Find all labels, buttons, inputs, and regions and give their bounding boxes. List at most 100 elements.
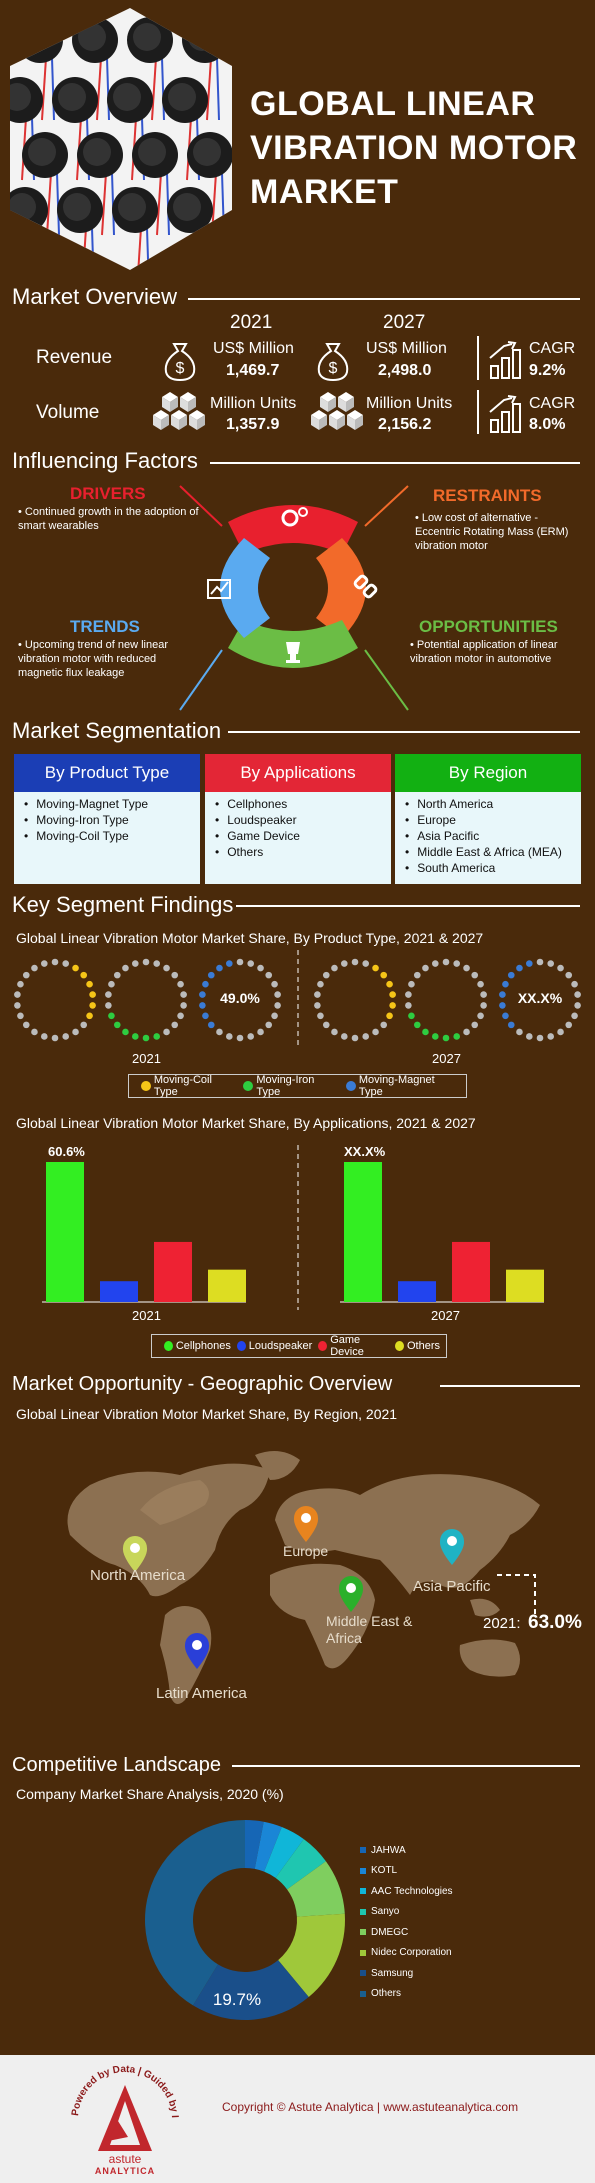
eurasia-shape <box>275 1474 540 1595</box>
ring-dot <box>565 1021 573 1029</box>
pie-slice-dmegc <box>287 1861 345 1917</box>
trends-segment <box>220 538 270 638</box>
volume-2021: 1,357.9 <box>226 416 280 433</box>
legend-item: DMEGC <box>360 1922 453 1943</box>
astute-logo: Powered by Data | Guided by Intelligence… <box>60 2061 180 2176</box>
segment-applications: By Applications CellphonesLoudspeakerGam… <box>205 754 391 884</box>
ring-dot <box>199 991 206 998</box>
map-pin-icon <box>293 1506 319 1542</box>
ring-dot <box>236 1034 244 1042</box>
legend-swatch <box>360 1867 366 1874</box>
segment-list-item: Game Device <box>215 828 381 844</box>
ring-dot <box>405 1002 412 1009</box>
ring-dot <box>574 1002 581 1009</box>
ring-dot <box>171 1021 179 1029</box>
ring-dot <box>525 960 533 967</box>
segment-list-item: Asia Pacific <box>405 828 571 844</box>
legend-swatch <box>360 1847 366 1854</box>
ring-dot <box>536 958 544 966</box>
divider <box>440 1385 580 1387</box>
bar-year-2027: 2027 <box>431 1308 460 1323</box>
ring-dot <box>207 1021 215 1029</box>
legend-item: Others <box>360 1984 453 2005</box>
region-label-north-america: North America <box>90 1567 186 1584</box>
ring-dot <box>571 980 578 988</box>
geo-subtitle: Global Linear Vibration Motor Market Sha… <box>16 1406 398 1422</box>
ring-dot <box>502 1012 509 1020</box>
ring-dot <box>317 1012 324 1020</box>
ring-dot <box>372 1028 379 1036</box>
pie-slice-nidec-corporation <box>278 1913 345 1998</box>
svg-text:$: $ <box>176 360 185 377</box>
ring-dot <box>314 1002 321 1009</box>
ring-dot <box>574 991 581 998</box>
pie-slice-others <box>144 1820 245 2006</box>
ring-dot <box>386 1012 393 1020</box>
ring-dot <box>507 1021 515 1029</box>
legend-swatch <box>360 1990 366 1997</box>
bar-chart-title: Global Linear Vibration Motor Market Sha… <box>16 1115 476 1131</box>
bar-loudspeaker <box>100 1281 138 1302</box>
ring-dot <box>480 991 487 998</box>
cagr-label: CAGR <box>529 395 576 412</box>
ring-dot <box>171 971 179 979</box>
ring-dot <box>453 1033 461 1040</box>
segmentation-heading: Market Segmentation <box>12 718 222 743</box>
ring-dot <box>271 1012 278 1020</box>
legend-swatch <box>360 1970 366 1977</box>
bar-cellphones <box>344 1162 382 1302</box>
divider <box>228 731 580 733</box>
competitive-heading: Competitive Landscape <box>12 1754 222 1776</box>
ring-dot <box>31 1028 38 1036</box>
ring-dot <box>105 991 112 998</box>
segment-list-item: Moving-Iron Type <box>24 812 190 828</box>
ring-dot <box>207 971 215 979</box>
map-pin-icon <box>184 1633 210 1669</box>
legend-item: AAC Technologies <box>360 1881 453 1902</box>
ring-dot <box>274 991 281 998</box>
bar-legend: Cellphones Loudspeaker Game Device Others <box>151 1334 447 1358</box>
ring-dot <box>177 1012 184 1020</box>
ring-dot <box>105 1002 112 1009</box>
ring-dot <box>408 1012 415 1020</box>
revenue-cagr: 9.2% <box>529 362 566 379</box>
ring-dot <box>362 1033 370 1040</box>
region-label-europe: Europe <box>283 1543 329 1559</box>
donut-legend: Moving-Coil Type Moving-Iron Type Moving-M… <box>128 1074 467 1098</box>
money-bag-icon: $ <box>164 343 196 382</box>
ring-dot <box>17 1012 24 1020</box>
geo-heading: Market Opportunity - Geographic Overview <box>12 1373 393 1395</box>
ring-dot <box>499 1002 506 1009</box>
ring-dot <box>80 971 88 979</box>
bar-label-2027: XX.X% <box>344 1144 386 1159</box>
ring-dot <box>257 964 264 972</box>
segment-product-title: By Product Type <box>14 754 200 792</box>
ring-dot <box>442 958 450 966</box>
ring-dot <box>351 958 359 966</box>
legend-label: Cellphones <box>175 1340 231 1352</box>
legend-label: Others <box>371 1988 402 2000</box>
bar-loudspeaker <box>398 1281 436 1302</box>
ring-dot <box>413 971 421 979</box>
ring-dot <box>86 980 93 988</box>
legend-item: Nidec Corporation <box>360 1943 453 1964</box>
map-pin-icon <box>439 1529 465 1565</box>
legend-item: KOTL <box>360 1861 453 1882</box>
ring-dot <box>499 991 506 998</box>
ring-dot <box>199 1002 206 1009</box>
legend-label: Nidec Corporation <box>371 1947 452 1959</box>
ring-dot <box>547 1033 555 1040</box>
motor-disc <box>17 17 63 63</box>
cubes-icon <box>311 392 363 430</box>
divider <box>188 298 580 300</box>
donut-chart-title: Global Linear Vibration Motor Market Sha… <box>16 930 484 946</box>
ring-dot <box>108 980 115 988</box>
ring-dot <box>163 1028 170 1036</box>
ring-dot <box>257 1028 264 1036</box>
segment-list-item: Others <box>215 844 381 860</box>
segment-list-item: Moving-Coil Type <box>24 828 190 844</box>
ring-dot <box>247 960 255 967</box>
volume-unit-2027: Million Units <box>366 395 453 412</box>
factors-heading: Influencing Factors <box>12 448 198 473</box>
segment-applications-title: By Applications <box>205 754 391 792</box>
